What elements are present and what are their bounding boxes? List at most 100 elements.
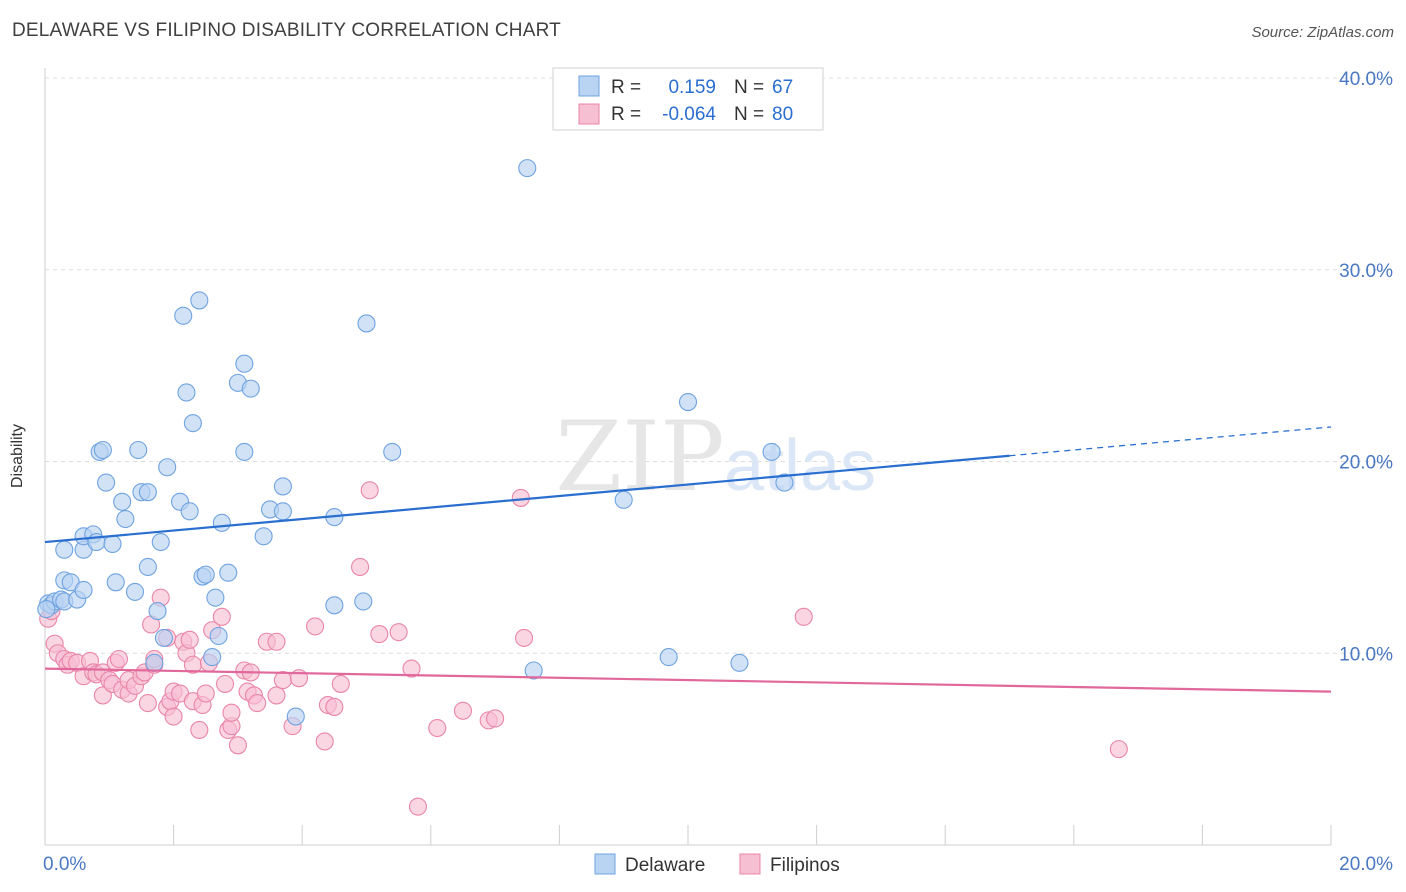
legend-swatch-filipinos xyxy=(578,103,600,125)
filipinos-point xyxy=(486,709,505,728)
delaware-point xyxy=(212,513,231,532)
filipinos-point xyxy=(428,718,447,738)
filipinos-point xyxy=(453,701,473,720)
filipinos-point xyxy=(514,628,534,647)
delaware-point xyxy=(286,707,305,726)
delaware-point xyxy=(125,582,145,601)
y-tick-label: 10.0% xyxy=(1339,644,1393,665)
x-tick-label: 0.0% xyxy=(43,854,86,875)
delaware-point xyxy=(206,588,225,607)
delaware-point xyxy=(354,592,373,611)
filipinos-point xyxy=(325,697,344,716)
delaware-point xyxy=(235,442,254,461)
filipinos-point xyxy=(370,625,389,644)
filipinos-point xyxy=(351,557,370,577)
filipinos-point xyxy=(1109,740,1128,759)
delaware-point xyxy=(55,540,74,559)
data-points xyxy=(37,159,1128,816)
legend-r-label-delaware: R = xyxy=(611,77,641,98)
filipinos-point xyxy=(794,607,813,626)
delaware-point xyxy=(209,626,228,646)
y-tick-label: 20.0% xyxy=(1339,453,1393,474)
correlation-legend: R = 0.159 N = 67 R = -0.064 N = 80 xyxy=(552,67,824,131)
filipinos-point xyxy=(306,617,325,636)
delaware-point xyxy=(116,509,135,529)
delaware-point xyxy=(174,306,193,325)
legend-r-value-delaware: 0.159 xyxy=(668,77,716,98)
delaware-point xyxy=(113,492,132,511)
filipinos-point xyxy=(360,481,379,500)
delaware-point xyxy=(97,473,116,492)
x-tick-label: 20.0% xyxy=(1339,854,1393,875)
delaware-point xyxy=(183,414,202,433)
delaware-point xyxy=(241,379,260,398)
delaware-point xyxy=(148,602,167,621)
watermark-atlas: atlas xyxy=(724,426,876,506)
delaware-point xyxy=(357,314,376,333)
delaware-point xyxy=(762,442,781,461)
delaware-point xyxy=(106,573,125,592)
tick-labels: 10.0% 20.0% 30.0% 40.0% 0.0% 20.0% xyxy=(43,69,1393,875)
delaware-point xyxy=(273,477,292,496)
series-legend: Delaware Filipinos xyxy=(594,853,840,876)
legend-swatch-delaware xyxy=(578,75,600,97)
filipinos-point xyxy=(109,649,128,669)
watermark: ZIP atlas xyxy=(555,401,876,513)
delaware-point xyxy=(614,490,633,509)
trend-line-filipinos xyxy=(44,667,1332,693)
delaware-point xyxy=(180,502,199,521)
trend-lines xyxy=(44,426,1332,693)
delaware-point xyxy=(524,661,543,680)
delaware-point xyxy=(730,653,749,672)
filipinos-point xyxy=(273,671,292,690)
legend-n-label-filipinos: N = xyxy=(734,104,764,125)
delaware-point xyxy=(383,442,402,461)
filipinos-point xyxy=(248,694,267,713)
delaware-point xyxy=(273,502,292,521)
trend-line-delaware-extension xyxy=(1009,426,1332,457)
delaware-point xyxy=(659,648,678,667)
delaware-point xyxy=(203,648,222,667)
delaware-point xyxy=(518,159,537,178)
filipinos-point xyxy=(228,736,247,755)
legend-n-value-delaware: 67 xyxy=(772,77,793,98)
bottom-legend-swatch-delaware xyxy=(594,853,616,875)
filipinos-point xyxy=(315,732,334,751)
delaware-point xyxy=(154,628,174,647)
delaware-point xyxy=(235,354,254,373)
filipinos-point xyxy=(267,632,286,651)
watermark-zip: ZIP xyxy=(555,401,724,513)
legend-r-value-filipinos: -0.064 xyxy=(662,104,716,125)
legend-n-value-filipinos: 80 xyxy=(772,104,793,125)
chart-title: DELAWARE VS FILIPINO DISABILITY CORRELAT… xyxy=(12,20,561,41)
source-label: Source: ZipAtlas.com xyxy=(1251,24,1394,41)
delaware-point xyxy=(129,440,148,460)
delaware-point xyxy=(190,291,209,310)
filipinos-point xyxy=(222,703,241,722)
axes xyxy=(44,68,1332,846)
legend-r-label-filipinos: R = xyxy=(611,104,641,125)
delaware-point xyxy=(74,580,93,600)
filipinos-point xyxy=(331,674,350,693)
filipinos-point xyxy=(196,684,215,703)
filipinos-point xyxy=(212,607,231,626)
delaware-point xyxy=(103,534,122,554)
trend-line-delaware xyxy=(44,454,1010,544)
delaware-point xyxy=(138,483,157,502)
delaware-point xyxy=(325,596,344,615)
delaware-point xyxy=(177,383,196,402)
bottom-legend-label-filipinos: Filipinos xyxy=(770,855,840,876)
filipinos-point xyxy=(138,694,157,713)
delaware-point xyxy=(196,565,215,584)
delaware-point xyxy=(678,393,698,412)
filipinos-point xyxy=(267,686,286,705)
y-tick-label: 30.0% xyxy=(1339,261,1393,282)
delaware-point xyxy=(151,532,170,552)
filipinos-point xyxy=(180,630,199,649)
y-tick-label: 40.0% xyxy=(1339,69,1393,90)
delaware-point xyxy=(158,458,177,477)
delaware-point xyxy=(93,440,112,460)
legend-n-label-delaware: N = xyxy=(734,77,764,98)
filipinos-point xyxy=(190,720,209,740)
